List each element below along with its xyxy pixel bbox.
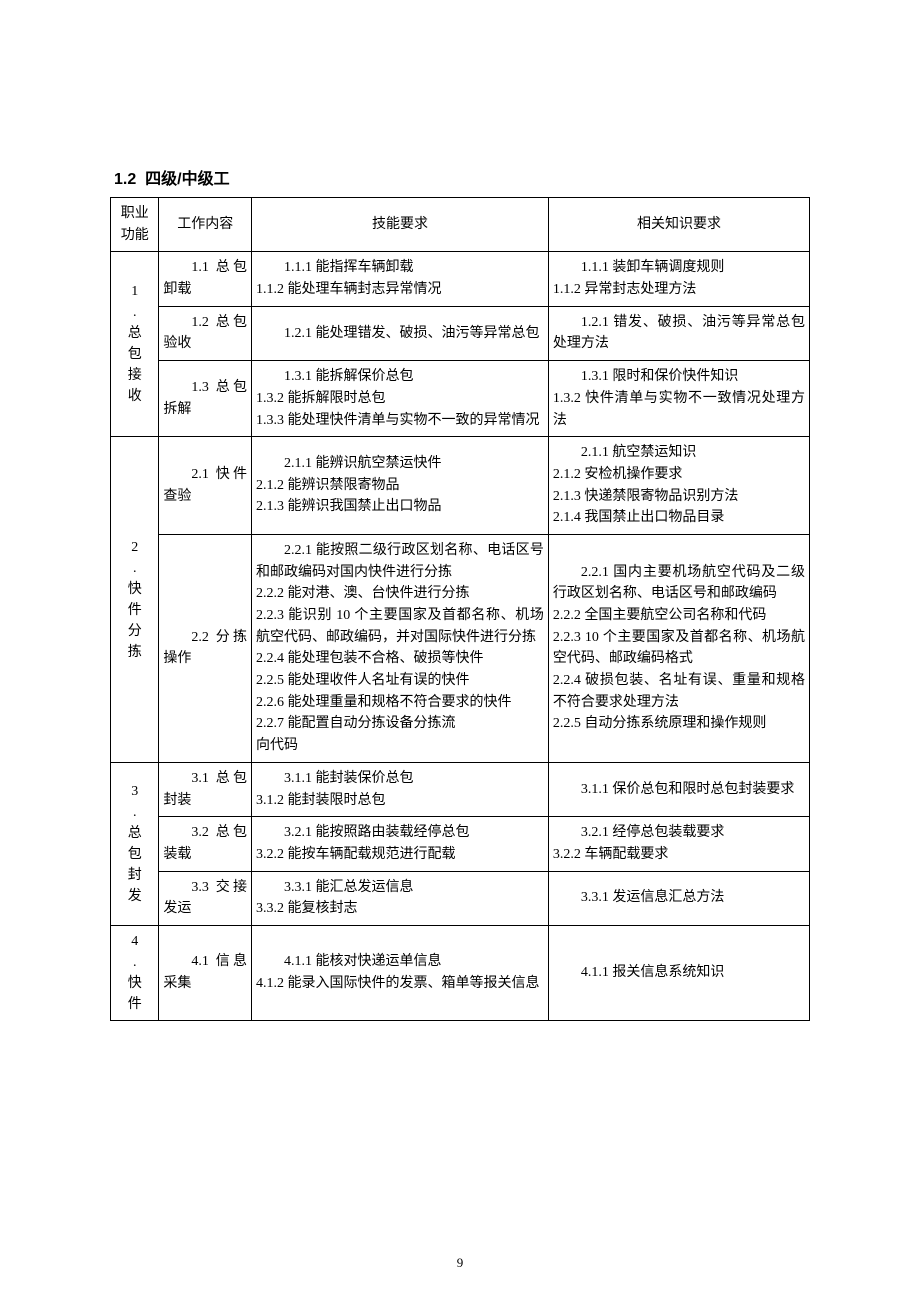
skill-cell: 3.3.1 能汇总发运信息3.3.2 能复核封志 bbox=[252, 871, 549, 925]
work-cell: 2.1 快件查验 bbox=[159, 437, 252, 535]
table-row: 4.快件4.1 信息采集4.1.1 能核对快递运单信息4.1.2 能录入国际快件… bbox=[111, 925, 810, 1020]
know-cell: 3.3.1 发运信息汇总方法 bbox=[548, 871, 809, 925]
work-cell: 1.3 总包拆解 bbox=[159, 361, 252, 437]
table-header-row: 职业功能 工作内容 技能要求 相关知识要求 bbox=[111, 198, 810, 252]
know-cell: 1.2.1 错发、破损、油污等异常总包处理方法 bbox=[548, 306, 809, 360]
know-cell: 3.1.1 保价总包和限时总包封装要求 bbox=[548, 762, 809, 816]
know-cell: 2.1.1 航空禁运知识2.1.2 安检机操作要求2.1.3 快递禁限寄物品识别… bbox=[548, 437, 809, 535]
section-heading: 1.2 四级/中级工 bbox=[110, 165, 810, 189]
skill-cell: 4.1.1 能核对快递运单信息4.1.2 能录入国际快件的发票、箱单等报关信息 bbox=[252, 925, 549, 1020]
col-header-skill: 技能要求 bbox=[252, 198, 549, 252]
table-row: 1.3 总包拆解1.3.1 能拆解保价总包1.3.2 能拆解限时总包1.3.3 … bbox=[111, 361, 810, 437]
work-cell: 3.3 交接发运 bbox=[159, 871, 252, 925]
skill-cell: 2.2.1 能按照二级行政区划名称、电话区号和邮政编码对国内快件进行分拣2.2.… bbox=[252, 534, 549, 762]
skill-cell: 2.1.1 能辨识航空禁运快件2.1.2 能辨识禁限寄物品2.1.3 能辨识我国… bbox=[252, 437, 549, 535]
table-row: 3.3 交接发运3.3.1 能汇总发运信息3.3.2 能复核封志3.3.1 发运… bbox=[111, 871, 810, 925]
table-row: 2.2 分拣操作2.2.1 能按照二级行政区划名称、电话区号和邮政编码对国内快件… bbox=[111, 534, 810, 762]
work-cell: 4.1 信息采集 bbox=[159, 925, 252, 1020]
skill-cell: 1.1.1 能指挥车辆卸载1.1.2 能处理车辆封志异常情况 bbox=[252, 252, 549, 306]
know-cell: 2.2.1 国内主要机场航空代码及二级行政区划名称、电话区号和邮政编码2.2.2… bbox=[548, 534, 809, 762]
work-cell: 1.2 总包验收 bbox=[159, 306, 252, 360]
work-cell: 3.2 总包装载 bbox=[159, 817, 252, 871]
work-cell: 2.2 分拣操作 bbox=[159, 534, 252, 762]
know-cell: 3.2.1 经停总包装载要求3.2.2 车辆配载要求 bbox=[548, 817, 809, 871]
col-header-work: 工作内容 bbox=[159, 198, 252, 252]
skill-cell: 3.2.1 能按照路由装载经停总包3.2.2 能按车辆配载规范进行配载 bbox=[252, 817, 549, 871]
table-row: 3.2 总包装载3.2.1 能按照路由装载经停总包3.2.2 能按车辆配载规范进… bbox=[111, 817, 810, 871]
skill-cell: 1.3.1 能拆解保价总包1.3.2 能拆解限时总包1.3.3 能处理快件清单与… bbox=[252, 361, 549, 437]
work-cell: 1.1 总包卸载 bbox=[159, 252, 252, 306]
section-title-text: 四级/中级工 bbox=[145, 171, 229, 188]
func-cell: 2.快件分拣 bbox=[111, 437, 159, 763]
skills-table: 职业功能 工作内容 技能要求 相关知识要求 1.总包接收1.1 总包卸载1.1.… bbox=[110, 197, 810, 1021]
skill-cell: 1.2.1 能处理错发、破损、油污等异常总包 bbox=[252, 306, 549, 360]
col-header-know: 相关知识要求 bbox=[548, 198, 809, 252]
skill-cell: 3.1.1 能封装保价总包3.1.2 能封装限时总包 bbox=[252, 762, 549, 816]
know-cell: 4.1.1 报关信息系统知识 bbox=[548, 925, 809, 1020]
table-row: 2.快件分拣2.1 快件查验2.1.1 能辨识航空禁运快件2.1.2 能辨识禁限… bbox=[111, 437, 810, 535]
col-header-func: 职业功能 bbox=[111, 198, 159, 252]
table-row: 3.总包封发3.1 总包封装3.1.1 能封装保价总包3.1.2 能封装限时总包… bbox=[111, 762, 810, 816]
know-cell: 1.1.1 装卸车辆调度规则1.1.2 异常封志处理方法 bbox=[548, 252, 809, 306]
func-cell: 1.总包接收 bbox=[111, 252, 159, 437]
table-row: 1.总包接收1.1 总包卸载1.1.1 能指挥车辆卸载1.1.2 能处理车辆封志… bbox=[111, 252, 810, 306]
section-number: 1.2 bbox=[114, 171, 136, 188]
func-cell: 4.快件 bbox=[111, 925, 159, 1020]
work-cell: 3.1 总包封装 bbox=[159, 762, 252, 816]
table-row: 1.2 总包验收1.2.1 能处理错发、破损、油污等异常总包1.2.1 错发、破… bbox=[111, 306, 810, 360]
know-cell: 1.3.1 限时和保价快件知识1.3.2 快件清单与实物不一致情况处理方法 bbox=[548, 361, 809, 437]
func-cell: 3.总包封发 bbox=[111, 762, 159, 925]
page-number: 9 bbox=[0, 1255, 920, 1271]
